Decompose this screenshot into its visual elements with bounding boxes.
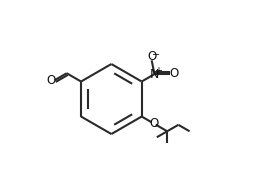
Text: −: − [152,50,160,60]
Text: O: O [149,117,158,130]
Text: N: N [150,68,159,81]
Text: O: O [170,67,179,80]
Text: O: O [148,50,157,63]
Text: O: O [47,74,56,87]
Text: +: + [155,66,163,76]
